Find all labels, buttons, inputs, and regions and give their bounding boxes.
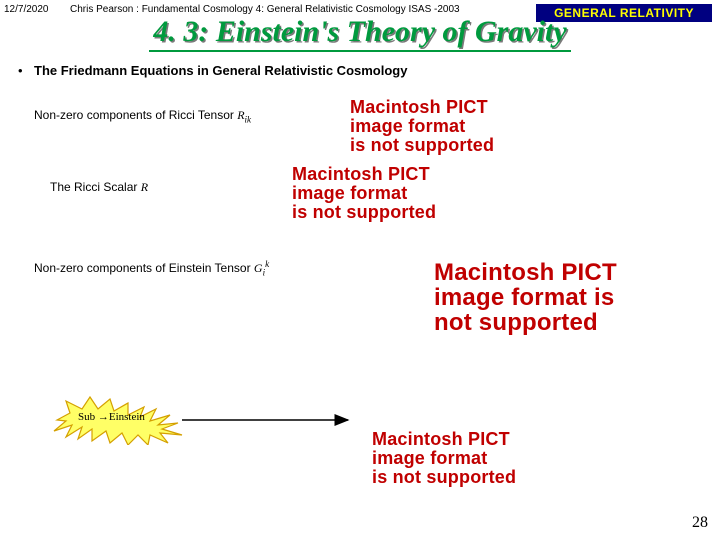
- page-number: 28: [692, 514, 708, 532]
- einstein-tensor-superscript: k: [265, 259, 269, 269]
- ricci-tensor-symbol: R: [237, 108, 244, 122]
- pict-error-placeholder: Macintosh PICT image format is not suppo…: [350, 98, 494, 155]
- starburst-label: Sub →Einstein: [78, 411, 145, 423]
- subsection-heading-row: • The Friedmann Equations in General Rel…: [18, 62, 692, 80]
- pict-error-placeholder: Macintosh PICT image format is not suppo…: [434, 260, 654, 336]
- ricci-scalar-text: The Ricci Scalar: [50, 180, 141, 194]
- bullet-icon: •: [18, 62, 34, 80]
- header-date: 12/7/2020: [4, 4, 64, 15]
- einstein-tensor-text: Non-zero components of Einstein Tensor: [34, 261, 254, 275]
- subsection-title: The Friedmann Equations in General Relat…: [34, 62, 407, 80]
- starburst-callout: Sub →Einstein: [52, 395, 192, 445]
- ricci-scalar-symbol: R: [141, 180, 148, 194]
- header-credit: Chris Pearson : Fundamental Cosmology 4:…: [64, 4, 536, 15]
- einstein-tensor-symbol: G: [254, 261, 263, 275]
- pict-error-placeholder: Macintosh PICT image format is not suppo…: [372, 430, 516, 487]
- slide-title: 4. 3: Einstein's Theory of Gravity: [149, 16, 570, 52]
- ricci-tensor-text: Non-zero components of Ricci Tensor: [34, 108, 237, 122]
- pict-error-placeholder: Macintosh PICT image format is not suppo…: [292, 165, 436, 222]
- arrow-icon: [180, 400, 360, 440]
- ricci-tensor-subscript: ik: [245, 114, 252, 124]
